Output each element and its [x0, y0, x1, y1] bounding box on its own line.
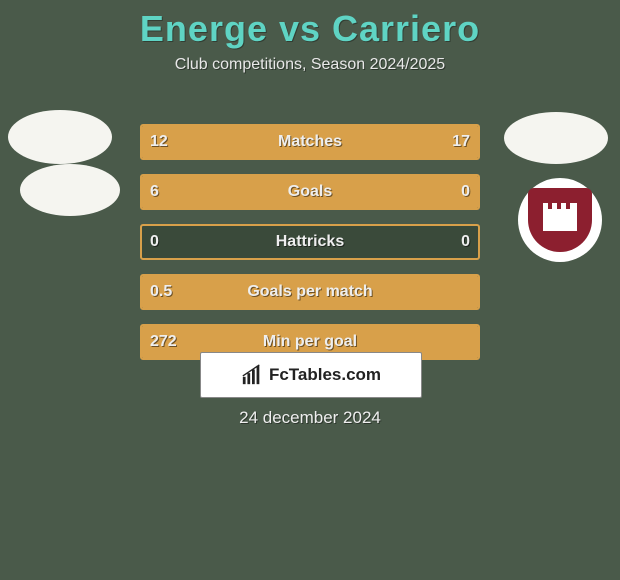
page-title: Energe vs Carriero — [0, 0, 620, 50]
stat-label: Goals per match — [142, 276, 478, 308]
stat-label: Min per goal — [142, 326, 478, 358]
castle-icon — [543, 209, 577, 231]
player-left-avatar-1 — [8, 110, 112, 164]
club-right-logo — [518, 178, 602, 262]
stat-row: 0.5Goals per match — [140, 274, 480, 310]
stat-row: 272Min per goal — [140, 324, 480, 360]
stat-row: 00Hattricks — [140, 224, 480, 260]
shield-icon — [528, 188, 592, 252]
brand-badge[interactable]: FcTables.com — [200, 352, 422, 398]
stat-row: 1217Matches — [140, 124, 480, 160]
comparison-card: Energe vs Carriero Club competitions, Se… — [0, 0, 620, 580]
subtitle: Club competitions, Season 2024/2025 — [0, 56, 620, 74]
date-text: 24 december 2024 — [0, 408, 620, 428]
brand-text: FcTables.com — [269, 365, 381, 385]
stat-label: Matches — [142, 126, 478, 158]
player-left-avatar-2 — [20, 164, 120, 216]
stat-row: 60Goals — [140, 174, 480, 210]
bar-chart-icon — [241, 364, 263, 386]
player-right-avatar — [504, 112, 608, 164]
stat-label: Goals — [142, 176, 478, 208]
stats-container: 1217Matches 60Goals 00Hattricks 0.5Goals pe… — [140, 124, 480, 374]
stat-label: Hattricks — [142, 226, 478, 258]
